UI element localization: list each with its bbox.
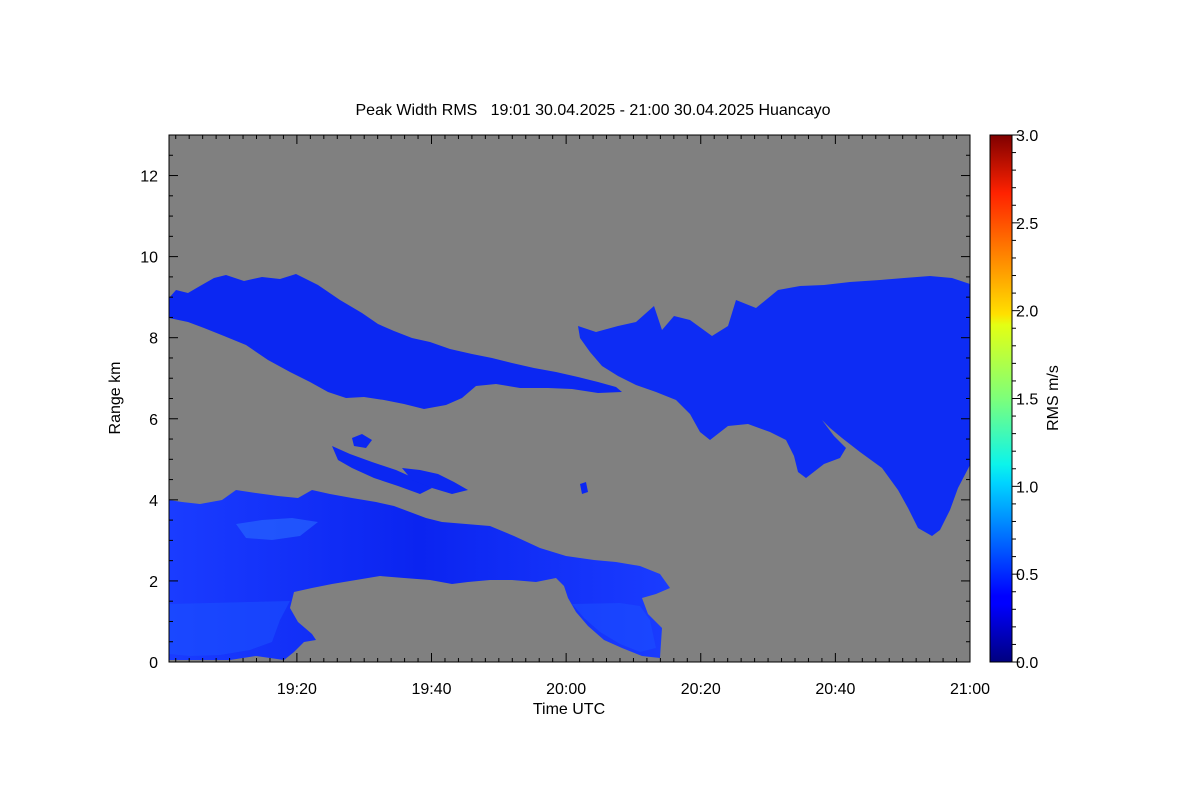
- x-axis-label: Time UTC: [533, 701, 605, 718]
- echo-lower-highlight: [236, 518, 318, 540]
- colorbar-tick-label: 1.0: [1016, 479, 1038, 496]
- y-tick-label: 4: [149, 493, 158, 510]
- y-axis-label: Range km: [107, 362, 124, 435]
- echo-region-upper-west: [169, 274, 622, 409]
- colorbar-ticks: [1012, 134, 1020, 663]
- echo-streak-3: [352, 434, 372, 448]
- echo-region-upper-east: [578, 276, 970, 536]
- y-tick-label: 6: [149, 412, 158, 429]
- colorbar-tick-label: 1.5: [1016, 392, 1038, 409]
- x-tick-label: 19:40: [411, 681, 451, 698]
- colorbar: 0.0 0.5 1.0 1.5 2.0 2.5 3.0 RMS m/s: [989, 128, 1062, 672]
- x-tick-label: 20:40: [815, 681, 855, 698]
- y-axis-ticks: [169, 134, 970, 663]
- x-tick-label: 19:20: [277, 681, 317, 698]
- y-tick-label: 0: [149, 655, 158, 672]
- colorbar-gradient: [989, 134, 1013, 663]
- y-tick-label: 8: [149, 331, 158, 348]
- y-tick-label: 10: [140, 250, 158, 267]
- colorbar-tick-label: 0.0: [1016, 655, 1038, 672]
- echo-speck: [580, 482, 588, 494]
- colorbar-tick-labels: 0.0 0.5 1.0 1.5 2.0 2.5 3.0: [1016, 128, 1038, 672]
- colorbar-tick-label: 3.0: [1016, 128, 1038, 145]
- x-tick-label: 21:00: [950, 681, 990, 698]
- plot-area: [169, 135, 970, 662]
- echo-streak-1: [332, 446, 432, 494]
- echo-streak-2: [402, 468, 468, 494]
- colorbar-tick-label: 2.0: [1016, 304, 1038, 321]
- echo-lower-texture-east: [572, 603, 656, 652]
- y-tick-label: 12: [140, 169, 158, 186]
- x-tick-label: 20:00: [546, 681, 586, 698]
- x-tick-label: 20:20: [681, 681, 721, 698]
- chart-title: Peak Width RMS 19:01 30.04.2025 - 21:00 …: [356, 102, 831, 119]
- echo-lower-texture: [169, 601, 290, 656]
- colorbar-tick-label: 0.5: [1016, 567, 1038, 584]
- x-axis-ticks: [175, 135, 971, 662]
- y-axis-tick-labels: 0 2 4 6 8 10 12: [140, 169, 158, 672]
- colorbar-label: RMS m/s: [1045, 365, 1062, 431]
- colorbar-tick-label: 2.5: [1016, 216, 1038, 233]
- x-axis-tick-labels: 19:20 19:40 20:00 20:20 20:40 21:00: [277, 681, 990, 698]
- y-tick-label: 2: [149, 574, 158, 591]
